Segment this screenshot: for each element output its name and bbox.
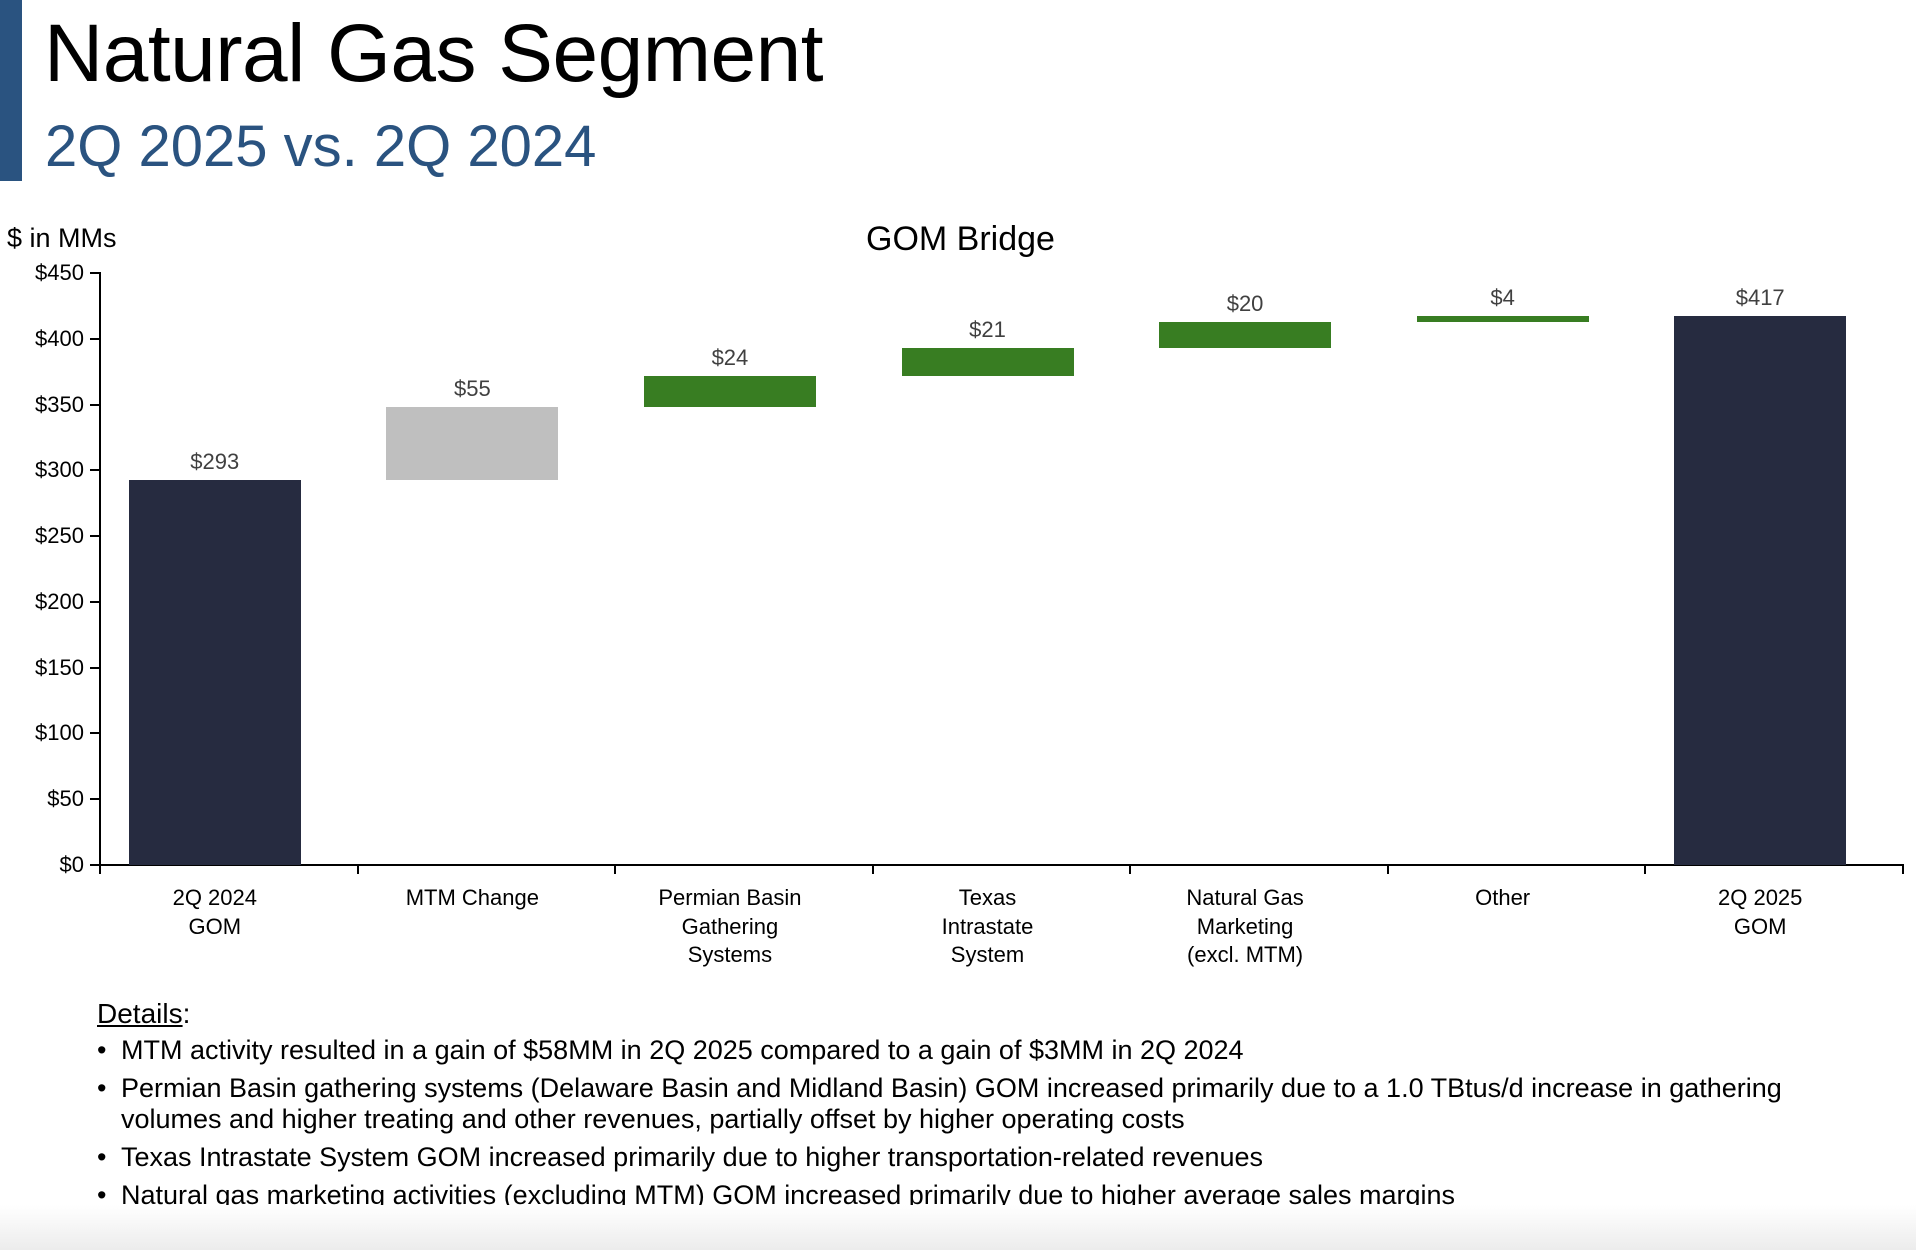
x-tick-mark	[356, 864, 359, 874]
y-tick-label: $400	[35, 325, 84, 351]
x-tick-mark	[1129, 864, 1132, 874]
details-bullet: • Natural gas marketing activities (exclu…	[97, 1180, 1877, 1211]
y-tick-mark	[90, 600, 100, 603]
bar-value-label: $20	[1226, 290, 1264, 316]
page-title: Natural Gas Segment	[44, 8, 824, 99]
details-list: • MTM activity resulted in a gain of $58M…	[97, 1035, 1877, 1210]
x-tick-mark	[1644, 864, 1647, 874]
bar-delta	[901, 347, 1074, 376]
bullet-icon: •	[97, 1141, 107, 1172]
x-tick-mark	[614, 864, 617, 874]
x-category-label: Permian Basin Gathering Systems	[658, 885, 802, 967]
y-tick-mark	[90, 469, 100, 472]
gom-bridge-chart: $ in MMs GOM Bridge $0 $50 $100 $150 $200 $25…	[7, 220, 1904, 967]
bar-total	[128, 479, 301, 865]
bar-value-label: $24	[711, 344, 749, 370]
footer-band	[0, 1205, 1916, 1250]
y-axis-units-label: $ in MMs	[7, 223, 117, 253]
bullet-icon: •	[97, 1035, 107, 1065]
bar-delta	[643, 375, 816, 408]
y-tick-label: $0	[59, 852, 84, 877]
y-tick-mark	[90, 272, 100, 274]
bar-value-label: $4	[1490, 285, 1515, 311]
x-category-label: Natural Gas Marketing (excl. MTM)	[1186, 885, 1304, 967]
x-tick-mark	[1902, 864, 1904, 874]
y-tick-label: $350	[35, 391, 84, 417]
details-bullet: • MTM activity resulted in a gain of $58M…	[97, 1035, 1877, 1066]
details-bullet-text: Permian Basin gathering systems (Delawar…	[121, 1073, 1782, 1134]
bar-delta	[386, 407, 559, 480]
bar-value-label: $417	[1735, 285, 1785, 311]
y-tick-label: $450	[35, 260, 84, 285]
x-category-label: Other	[1475, 885, 1531, 910]
title-accent-bar	[0, 0, 22, 181]
details-heading: Details:	[97, 995, 1877, 1033]
y-tick-label: $100	[35, 720, 84, 746]
details-heading-text: Details	[97, 998, 183, 1029]
details-bullet-text: MTM activity resulted in a gain of $58MM…	[121, 1035, 1244, 1065]
bullet-icon: •	[97, 1179, 107, 1210]
details-section: Details: • MTM activity resulted in a gai…	[97, 995, 1877, 1218]
x-tick-mark	[1386, 864, 1389, 874]
y-tick-mark	[90, 666, 100, 669]
bullet-icon: •	[97, 1073, 107, 1103]
y-tick-label: $150	[35, 654, 84, 680]
y-tick-mark	[90, 732, 100, 735]
details-bullet: • Texas Intrastate System GOM increased p…	[97, 1142, 1877, 1173]
details-heading-colon: :	[182, 998, 191, 1029]
chart-title: GOM Bridge	[866, 220, 1055, 258]
bar-value-label: $55	[453, 376, 491, 402]
bar-value-label: $21	[969, 316, 1006, 342]
bar-value-label: $293	[190, 448, 240, 474]
y-tick-mark	[90, 337, 100, 340]
x-tick-mark	[871, 864, 874, 874]
details-bullet: • Permian Basin gathering systems (Delawa…	[97, 1073, 1877, 1134]
x-category-label: 2Q 2025 GOM	[1718, 885, 1803, 939]
y-tick-label: $200	[35, 588, 84, 614]
x-category-label: MTM Change	[405, 885, 539, 910]
y-tick-label: $250	[35, 523, 84, 549]
y-tick-mark	[90, 864, 100, 866]
y-tick-mark	[90, 403, 100, 406]
y-tick-label: $300	[35, 457, 84, 483]
details-bullet-text: Natural gas marketing activities (exclud…	[121, 1179, 1456, 1210]
x-axis	[99, 864, 1904, 866]
bar-delta	[1416, 316, 1589, 322]
y-tick-label: $50	[47, 786, 84, 812]
bar-total	[1674, 316, 1847, 865]
x-tick-mark	[99, 864, 101, 874]
bar-delta	[1159, 321, 1332, 348]
page-subtitle: 2Q 2025 vs. 2Q 2024	[45, 114, 597, 179]
y-tick-mark	[90, 798, 100, 801]
details-bullet-text: Texas Intrastate System GOM increased pr…	[121, 1141, 1264, 1172]
y-tick-mark	[90, 535, 100, 538]
y-axis	[99, 272, 101, 866]
x-category-label: 2Q 2024 GOM	[172, 885, 257, 939]
x-category-label: Texas Intrastate System	[941, 885, 1034, 967]
